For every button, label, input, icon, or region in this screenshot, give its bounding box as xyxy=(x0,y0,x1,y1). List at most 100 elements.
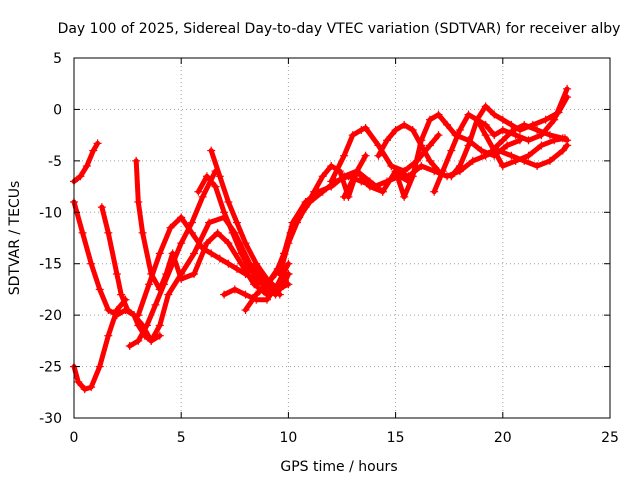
data-point xyxy=(430,187,439,196)
data-point xyxy=(383,136,392,145)
plot-frame xyxy=(73,57,611,419)
data-point xyxy=(455,162,464,170)
data-point xyxy=(241,306,250,314)
data-point xyxy=(481,102,490,111)
series-sat-f xyxy=(127,168,218,349)
data-point xyxy=(400,192,409,201)
data-point xyxy=(147,336,156,345)
data-point xyxy=(533,126,542,134)
data-point xyxy=(503,141,512,150)
data-point xyxy=(404,172,413,181)
series-sat-p xyxy=(375,122,441,174)
data-point xyxy=(550,115,559,124)
data-point xyxy=(241,290,250,299)
data-point xyxy=(202,172,211,181)
data-point xyxy=(481,120,490,129)
data-point xyxy=(481,151,490,160)
data-point xyxy=(563,136,572,145)
data-point xyxy=(134,321,143,330)
data-point xyxy=(82,162,91,170)
data-point xyxy=(224,239,233,248)
grid-lines xyxy=(74,58,610,418)
data-point xyxy=(524,151,533,160)
chart-title: Day 100 of 2025, Sidereal Day-to-day VTE… xyxy=(58,21,621,37)
data-point xyxy=(391,167,400,176)
data-point xyxy=(215,172,224,181)
y-tick-label: -20 xyxy=(39,308,62,324)
data-point xyxy=(417,141,426,150)
data-point xyxy=(498,115,507,124)
data-point xyxy=(430,167,439,176)
data-point xyxy=(125,342,134,350)
data-point xyxy=(464,141,473,150)
data-point xyxy=(132,156,141,165)
data-point xyxy=(275,270,284,278)
data-point xyxy=(87,259,96,268)
data-point xyxy=(262,295,271,304)
data-point xyxy=(387,162,396,170)
data-point xyxy=(220,208,229,217)
data-point xyxy=(228,228,237,237)
x-tick-label: 20 xyxy=(494,430,512,446)
data-point xyxy=(361,151,370,160)
data-point xyxy=(134,311,143,320)
data-point xyxy=(520,120,529,129)
data-point xyxy=(434,131,443,140)
data-point xyxy=(198,244,207,253)
data-point xyxy=(177,213,186,222)
data-point xyxy=(155,249,164,258)
data-point xyxy=(104,331,113,340)
data-point xyxy=(533,162,542,170)
data-point xyxy=(202,239,211,248)
data-point xyxy=(177,275,186,284)
data-point xyxy=(425,141,434,150)
data-point xyxy=(112,270,121,278)
y-tick-label: -15 xyxy=(39,257,62,273)
y-axis-label: SDTVAR / TECUs xyxy=(7,181,23,296)
data-point xyxy=(76,172,85,181)
data-point xyxy=(374,151,383,160)
data-point xyxy=(252,290,261,299)
data-point xyxy=(166,223,175,232)
x-axis: 0 5 10 15 20 25 xyxy=(70,58,619,446)
x-tick-label: 25 xyxy=(601,430,619,446)
data-point xyxy=(558,146,567,155)
data-point xyxy=(340,192,349,201)
data-point xyxy=(284,259,293,268)
data-point xyxy=(160,280,169,289)
data-point xyxy=(490,131,499,140)
data-point xyxy=(391,126,400,134)
data-point xyxy=(318,172,327,181)
data-point xyxy=(112,311,121,320)
data-point xyxy=(524,136,533,145)
data-point xyxy=(93,139,102,148)
x-tick-label: 15 xyxy=(387,430,405,446)
data-point xyxy=(155,331,164,340)
data-point xyxy=(378,187,387,196)
data-point xyxy=(245,264,254,273)
data-point xyxy=(490,110,499,119)
data-point xyxy=(254,275,263,284)
data-point xyxy=(545,156,554,165)
data-point xyxy=(224,259,233,268)
data-point xyxy=(284,239,293,248)
data-point xyxy=(292,218,301,227)
data-point xyxy=(237,259,246,268)
data-point xyxy=(464,110,473,119)
data-point xyxy=(488,146,497,155)
data-point xyxy=(473,115,482,124)
data-point xyxy=(447,172,456,181)
data-point xyxy=(123,306,132,314)
data-point xyxy=(205,218,214,227)
y-tick-label: 0 xyxy=(53,102,62,118)
data-point xyxy=(400,120,409,129)
data-point xyxy=(215,254,224,263)
data-point xyxy=(447,146,456,155)
y-tick-label: -5 xyxy=(48,154,62,170)
data-point xyxy=(190,249,199,258)
data-point xyxy=(207,249,216,258)
data-point xyxy=(95,285,104,294)
data-point xyxy=(241,239,250,248)
series-sat-d xyxy=(99,204,163,344)
data-point xyxy=(455,126,464,134)
